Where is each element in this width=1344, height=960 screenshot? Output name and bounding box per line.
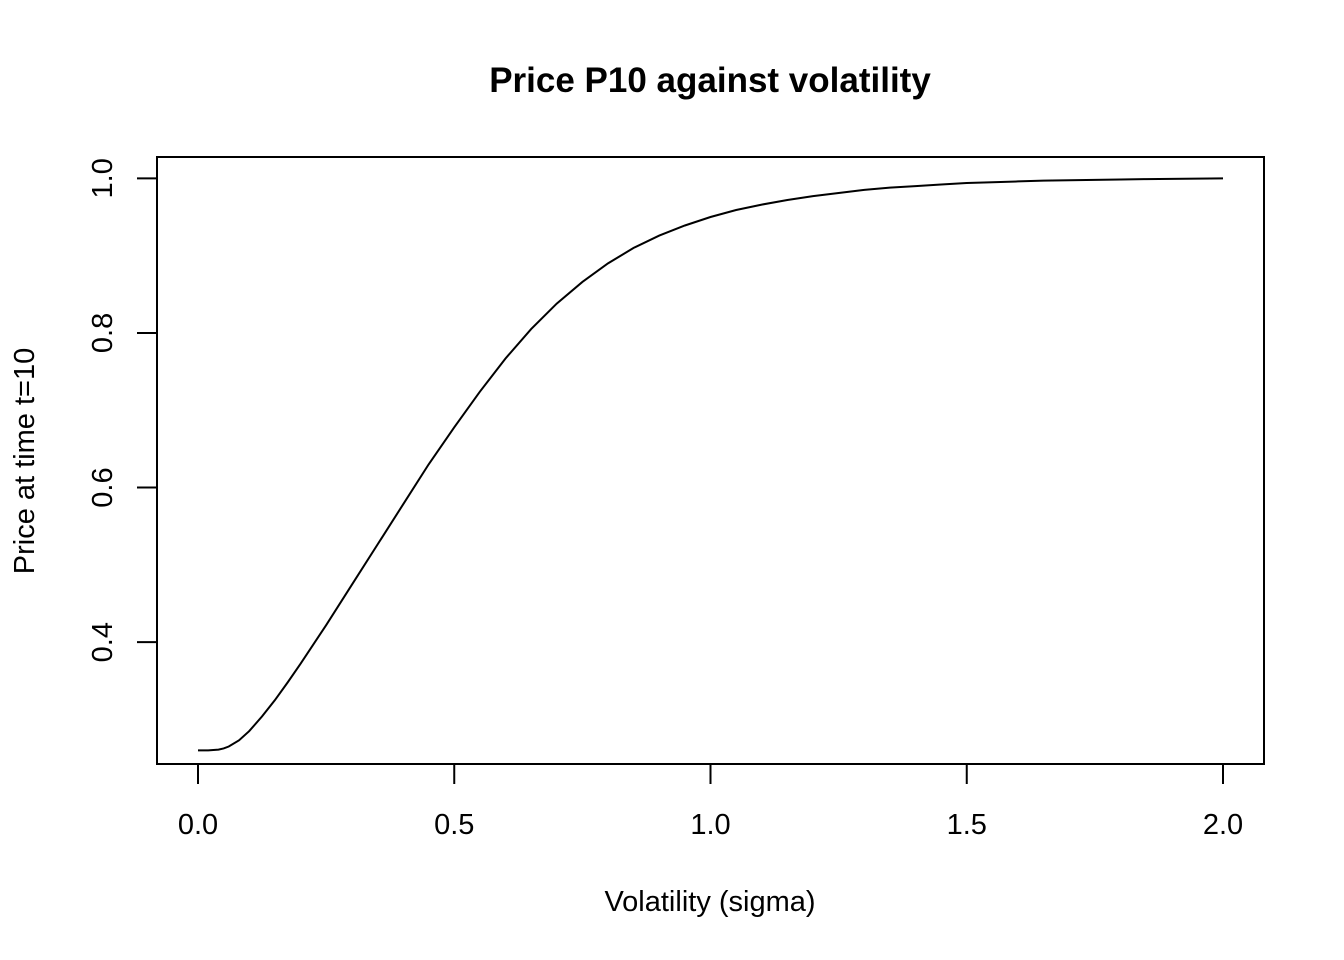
- x-tick-label: 0.0: [178, 809, 218, 841]
- chart-title: Price P10 against volatility: [489, 61, 931, 100]
- y-tick-label: 0.8: [87, 313, 119, 353]
- y-tick-label: 1.0: [87, 158, 119, 198]
- x-axis: 0.0 0.5 1.0 1.5 2.0: [178, 763, 1243, 841]
- x-tick-label: 1.0: [690, 809, 730, 841]
- x-axis-label: Volatility (sigma): [604, 886, 815, 918]
- series-line: [198, 177, 1224, 752]
- x-tick-label: 2.0: [1203, 809, 1243, 841]
- x-tick-label: 0.5: [434, 809, 474, 841]
- y-tick-label: 0.4: [87, 622, 119, 662]
- y-tick-label: 0.6: [87, 467, 119, 507]
- plot-frame: [156, 156, 1265, 765]
- x-tick-label: 1.5: [947, 809, 987, 841]
- series-layer: [198, 177, 1224, 752]
- y-axis-label: Price at time t=10: [9, 348, 41, 574]
- y-axis: 0.4 0.6 0.8 1.0: [87, 158, 158, 662]
